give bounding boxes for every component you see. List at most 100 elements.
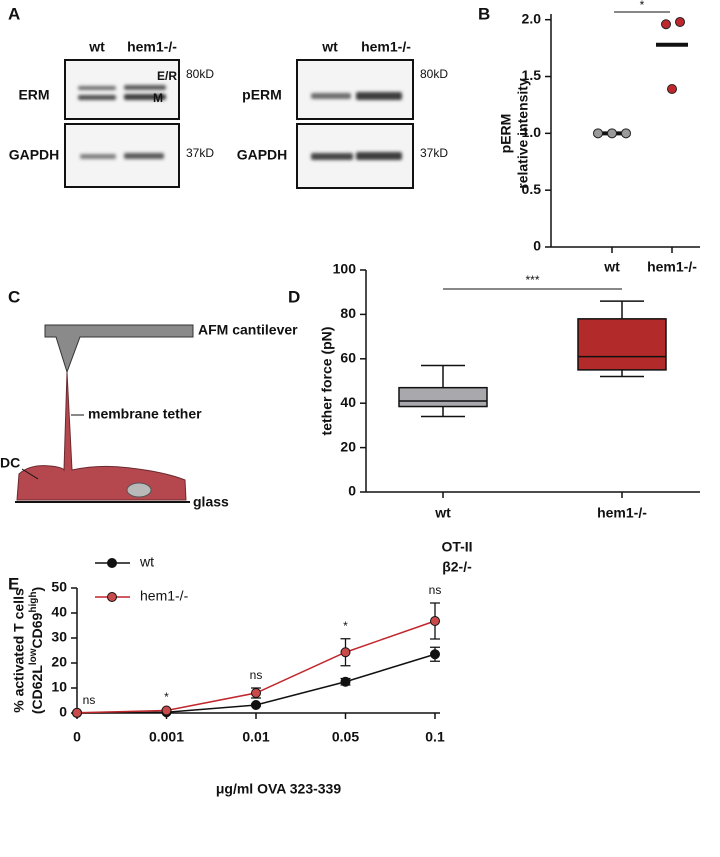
x-axis-label: μg/ml OVA 323-339 bbox=[216, 781, 341, 797]
y-axis-label: % activated T cells bbox=[11, 588, 27, 713]
panel-letter: E bbox=[8, 574, 19, 593]
y-tick-label: 30 bbox=[51, 629, 67, 645]
y-tick-label: 1.5 bbox=[522, 67, 542, 83]
significance-label: ns bbox=[250, 668, 263, 682]
y-tick-label: 40 bbox=[51, 604, 67, 620]
lane-label: wt bbox=[321, 39, 338, 55]
band-label: E/R bbox=[157, 69, 177, 83]
series-line bbox=[76, 620, 436, 714]
data-point bbox=[621, 128, 631, 139]
data-point bbox=[667, 84, 677, 95]
data-point bbox=[251, 700, 261, 710]
y-tick-label: 0 bbox=[533, 238, 541, 254]
legend-label: hem1-/- bbox=[140, 588, 189, 604]
y-tick-label: 60 bbox=[340, 350, 356, 366]
diagram-label: AFM cantilever bbox=[198, 322, 298, 338]
data-point bbox=[161, 705, 172, 716]
y-axis-label: relative intensity bbox=[515, 78, 531, 189]
data-point bbox=[430, 649, 440, 660]
significance-label: *** bbox=[525, 273, 539, 287]
annotation: β2-/- bbox=[442, 559, 472, 575]
x-tick-label: 0.01 bbox=[242, 729, 269, 745]
data-point bbox=[430, 616, 440, 626]
y-tick-label: 0 bbox=[59, 704, 67, 720]
cantilever bbox=[44, 324, 194, 374]
blot: wt hem1-/- E/R M ERM GAPDH 80kD 37kD bbox=[9, 39, 214, 188]
x-tick-label: 0.05 bbox=[332, 729, 359, 745]
x-tick-label: wt bbox=[603, 259, 620, 275]
y-axis-label-part: (CD62L bbox=[29, 665, 45, 714]
size-label: 80kD bbox=[186, 67, 214, 81]
data-point bbox=[72, 707, 82, 718]
data-point bbox=[593, 128, 603, 139]
significance-label: * bbox=[640, 0, 645, 12]
legend-marker bbox=[107, 592, 117, 602]
lane-label: hem1-/- bbox=[127, 39, 177, 55]
y-axis-label: tether force (pN) bbox=[319, 327, 335, 436]
y-tick-label: 0.5 bbox=[522, 181, 542, 197]
significance-label: ns bbox=[83, 693, 96, 707]
data-point bbox=[340, 647, 351, 658]
y-axis-label: pERM bbox=[498, 114, 514, 154]
whisker-high bbox=[600, 300, 644, 319]
blot: wt hem1-/- pERM GAPDH 80kD 37kD bbox=[237, 39, 448, 189]
data-point bbox=[251, 688, 261, 698]
pointer bbox=[21, 468, 39, 480]
y-tick-label: 1.0 bbox=[522, 124, 542, 140]
whisker-low bbox=[600, 369, 644, 378]
cell bbox=[16, 371, 187, 501]
y-tick-label: 40 bbox=[340, 394, 356, 410]
panel-letter: B bbox=[478, 4, 490, 23]
annotation: OT-II bbox=[441, 539, 472, 555]
y-axis-label-part: low bbox=[28, 648, 39, 665]
data-point bbox=[675, 16, 685, 27]
y-axis-label-part: CD69 bbox=[29, 612, 45, 648]
bands bbox=[311, 92, 402, 160]
size-label: 37kD bbox=[186, 146, 214, 160]
box bbox=[398, 386, 488, 408]
afm-diagram: AFM cantilever membrane tether DC glass bbox=[0, 322, 298, 510]
x-tick-label: 0.001 bbox=[149, 729, 184, 745]
y-tick-label: 0 bbox=[348, 483, 356, 499]
size-label: 37kD bbox=[420, 146, 448, 160]
panel-letter: C bbox=[8, 287, 20, 306]
bands bbox=[78, 85, 166, 159]
lane-label: hem1-/- bbox=[361, 39, 411, 55]
x-tick-label: 0.1 bbox=[425, 729, 445, 745]
diagram-label: DC bbox=[0, 455, 20, 471]
significance-label: ns bbox=[429, 583, 442, 597]
legend-label: wt bbox=[139, 554, 154, 570]
panel-letter: D bbox=[288, 287, 300, 306]
y-tick-label: 80 bbox=[340, 305, 356, 321]
box bbox=[577, 318, 667, 371]
data-point bbox=[340, 676, 351, 687]
row-label: pERM bbox=[242, 87, 282, 103]
whisker-high bbox=[421, 364, 465, 388]
x-tick-label: hem1-/- bbox=[647, 259, 697, 275]
panel-letter: A bbox=[8, 4, 20, 23]
lane-label: wt bbox=[88, 39, 105, 55]
significance-label: * bbox=[164, 690, 169, 704]
row-label: ERM bbox=[18, 87, 49, 103]
row-label: GAPDH bbox=[237, 147, 288, 163]
whisker-low bbox=[421, 406, 465, 418]
blot-frame bbox=[296, 59, 414, 120]
significance-label: * bbox=[343, 619, 348, 633]
x-tick-label: wt bbox=[434, 505, 451, 521]
data-point bbox=[661, 19, 671, 30]
band-label: M bbox=[153, 91, 163, 105]
y-tick-label: 2.0 bbox=[522, 10, 542, 26]
y-axis-label: (CD62LlowCD69high) bbox=[28, 587, 45, 714]
x-tick-label: 0 bbox=[73, 729, 81, 745]
diagram-label: membrane tether bbox=[88, 406, 202, 422]
y-tick-label: 50 bbox=[51, 579, 67, 595]
x-tick-label: hem1-/- bbox=[597, 505, 647, 521]
y-tick-label: 20 bbox=[51, 654, 67, 670]
nucleus bbox=[126, 482, 152, 498]
diagram-label: glass bbox=[193, 494, 229, 510]
y-tick-label: 10 bbox=[51, 679, 67, 695]
y-axis-label-part: high bbox=[28, 592, 39, 613]
row-label: GAPDH bbox=[9, 147, 60, 163]
y-tick-label: 100 bbox=[333, 261, 357, 277]
